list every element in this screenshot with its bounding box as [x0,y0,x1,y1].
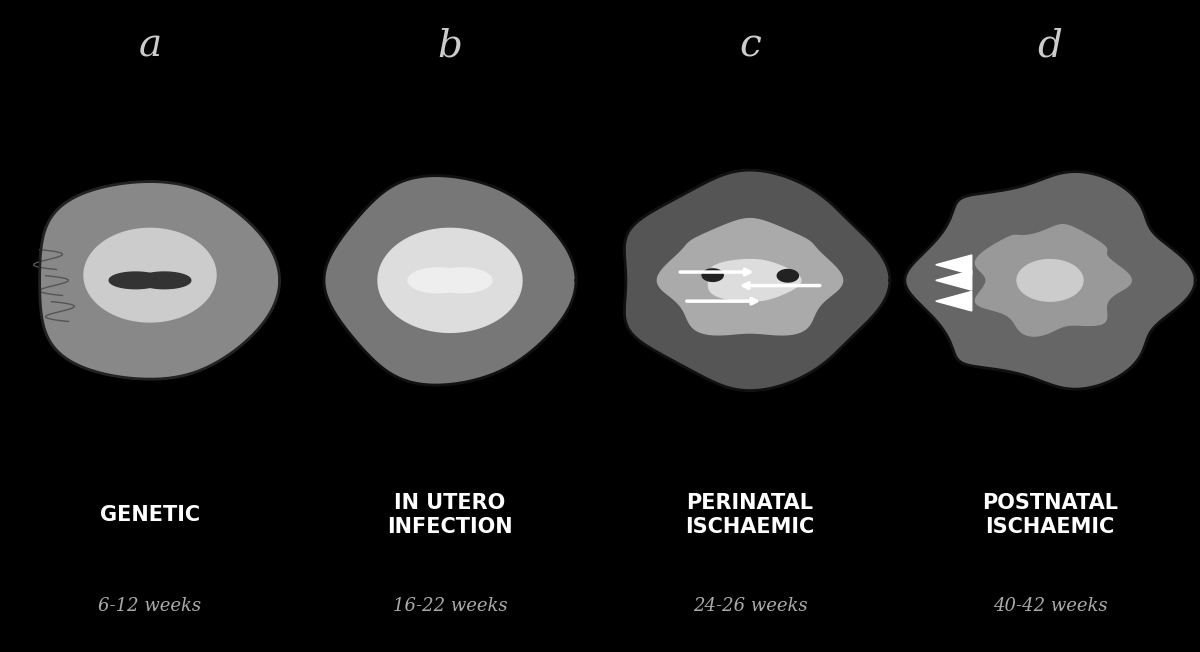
Text: PERINATAL
ISCHAEMIC: PERINATAL ISCHAEMIC [685,494,815,537]
Polygon shape [1018,259,1084,301]
Polygon shape [138,272,191,289]
Polygon shape [84,228,216,322]
Text: 6-12 weeks: 6-12 weeks [98,597,202,615]
Text: a: a [138,27,162,64]
Polygon shape [936,291,972,311]
Polygon shape [702,269,724,282]
Text: GENETIC: GENETIC [100,505,200,525]
Polygon shape [936,271,972,290]
Text: c: c [739,27,761,64]
Polygon shape [432,268,492,293]
Polygon shape [408,268,468,293]
Polygon shape [658,218,842,335]
Text: 24-26 weeks: 24-26 weeks [692,597,808,615]
Polygon shape [109,272,162,289]
Polygon shape [378,228,522,333]
Polygon shape [624,170,890,391]
Polygon shape [708,259,800,301]
Polygon shape [905,171,1195,389]
Text: b: b [438,27,462,64]
Polygon shape [324,175,576,385]
Text: 40-42 weeks: 40-42 weeks [992,597,1108,615]
Polygon shape [936,255,972,274]
Polygon shape [976,225,1132,336]
Text: d: d [1038,27,1062,64]
Polygon shape [778,269,798,282]
Text: IN UTERO
INFECTION: IN UTERO INFECTION [388,494,512,537]
Polygon shape [40,181,280,379]
Text: POSTNATAL
ISCHAEMIC: POSTNATAL ISCHAEMIC [982,494,1118,537]
Text: 16-22 weeks: 16-22 weeks [392,597,508,615]
